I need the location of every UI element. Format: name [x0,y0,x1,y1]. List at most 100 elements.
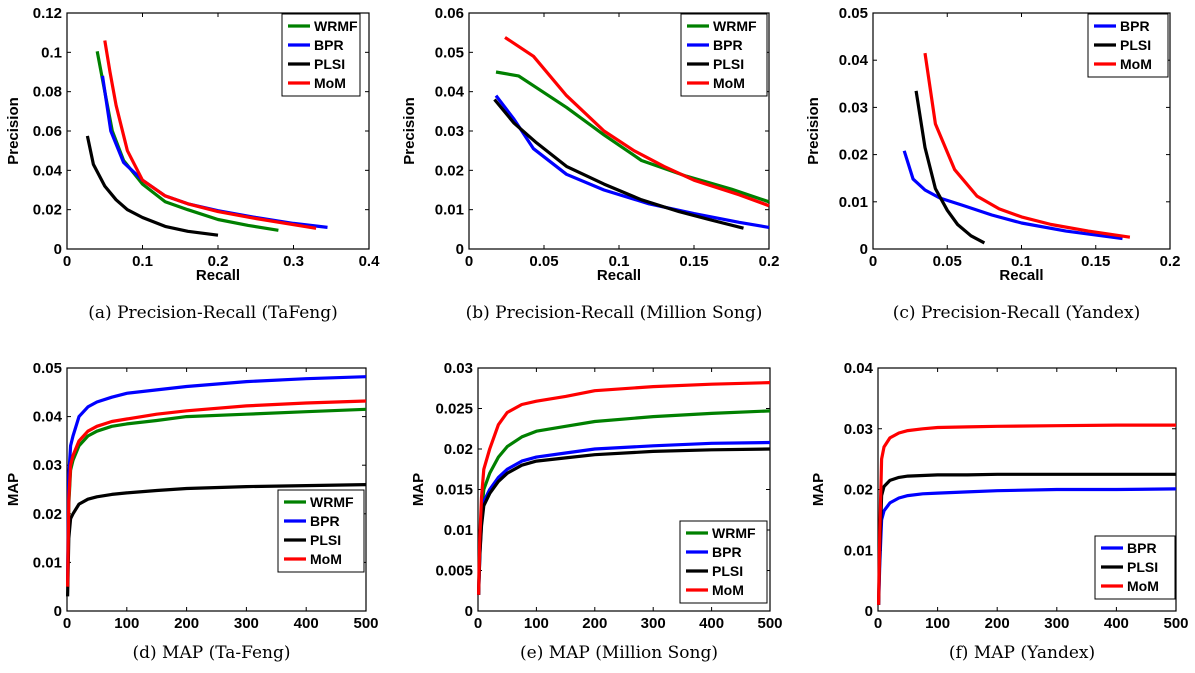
panel-caption: (a) Precision-Recall (TaFeng) [88,303,337,323]
legend-label-wrmf: WRMF [713,18,757,34]
y-axis-label: MAP [410,473,427,506]
x-tick-label: 400 [699,615,724,632]
legend-label-bpr: BPR [314,37,344,53]
legend-label-bpr: BPR [712,544,742,560]
legend-label-plsi: PLSI [713,56,744,72]
legend-label-wrmf: WRMF [310,494,354,510]
y-tick-label: 0.01 [839,194,868,211]
x-tick-label: 0.15 [679,253,708,270]
legend-label-plsi: PLSI [712,563,743,579]
y-tick-label: 0.02 [435,162,464,179]
series-line-mom [103,40,317,230]
y-tick-label: 0.01 [844,542,873,559]
legend-label-plsi: PLSI [1120,37,1151,53]
y-tick-label: 0.03 [444,360,473,377]
series-line-plsi [66,483,367,597]
x-tick-label: 0.15 [1081,253,1110,270]
y-tick-label: 0.02 [844,482,873,499]
y-axis-label: Precision [401,97,418,165]
chart-panel-4: 0 100 200 300 400 500 0 0.01 0.02 0.03 0.04 0.05 MAP… [5,360,379,663]
y-tick-label: 0 [54,603,62,620]
x-tick-label: 200 [174,615,199,632]
chart-panel-1: 0 0.1 0.2 0.3 0.4 0 0.02 0.04 0.06 0.08 0.1 0.12 Rec… [5,5,380,323]
y-tick-label: 0.04 [33,409,63,426]
x-tick-label: 0.2 [1160,253,1181,270]
x-tick-label: 300 [641,615,666,632]
y-tick-label: 0.04 [33,162,63,179]
series-line-bpr [902,150,1123,241]
legend-label-wrmf: WRMF [712,525,756,541]
x-tick-label: 400 [1104,615,1129,632]
y-axis-label: MAP [810,473,827,506]
x-tick-label: 0 [874,615,882,632]
legend-label-mom: MoM [1120,56,1152,72]
y-tick-label: 0.01 [435,202,464,219]
legend-label-plsi: PLSI [314,56,345,72]
legend-label-mom: MoM [310,551,342,567]
series-line-plsi [85,135,219,237]
x-tick-label: 0 [869,253,877,270]
y-tick-label: 0.02 [33,202,62,219]
chart-panel-2: 0 0.05 0.1 0.15 0.2 0 0.01 0.02 0.03 0.04 0.05 0.06… [401,5,779,323]
panel-caption: (d) MAP (Ta-Feng) [133,643,291,663]
legend-label-bpr: BPR [1127,540,1157,556]
legend-label-mom: MoM [1127,578,1159,594]
series-line-plsi [914,90,986,245]
series-line-mom [877,423,1176,605]
y-tick-label: 0.03 [33,457,62,474]
x-tick-label: 100 [925,615,950,632]
legend-label-mom: MoM [712,582,744,598]
y-tick-label: 0.1 [41,44,62,61]
chart-panel-6: 0 100 200 300 400 500 0 0.01 0.02 0.03 0.04 MAP BPR P… [810,360,1189,663]
y-tick-label: 0.04 [844,360,874,377]
x-tick-label: 0.1 [132,253,153,270]
y-tick-label: 0.05 [435,44,464,61]
y-tick-label: 0.03 [435,123,464,140]
legend-label-bpr: BPR [1120,18,1150,34]
plot-frame [66,367,367,612]
y-tick-label: 0.02 [444,441,473,458]
panel-caption: (b) Precision-Recall (Million Song) [466,303,763,323]
chart-panel-5: 0 100 200 300 400 500 0 0.005 0.01 0.015 0.02 0.025… [410,360,783,663]
x-tick-label: 300 [1044,615,1069,632]
y-tick-label: 0.01 [33,554,62,571]
y-tick-label: 0 [54,241,62,258]
legend-label-bpr: BPR [310,513,340,529]
x-tick-label: 500 [757,615,782,632]
chart-panel-3: 0 0.05 0.1 0.15 0.2 0 0.01 0.02 0.03 0.04 0.05 Reca… [805,5,1180,323]
x-axis-label: Recall [999,267,1043,284]
x-tick-label: 0.3 [283,253,304,270]
y-tick-label: 0.03 [844,421,873,438]
series-line-mom [923,52,1131,239]
series-line-mom [504,36,770,208]
x-tick-label: 0.1 [609,253,630,270]
y-axis-label: Precision [5,97,22,165]
series-line-bpr [100,75,328,229]
x-tick-label: 200 [985,615,1010,632]
y-tick-label: 0.025 [435,401,473,418]
x-tick-label: 100 [524,615,549,632]
y-tick-label: 0.06 [435,5,464,22]
legend-label-mom: MoM [713,75,745,91]
series-line-wrmf [495,70,770,204]
y-tick-label: 0 [860,241,868,258]
legend-label-bpr: BPR [713,37,743,53]
y-axis-label: Precision [805,97,822,165]
x-tick-label: 0.4 [359,253,381,270]
series-line-bpr [494,94,770,229]
legend-label-wrmf: WRMF [314,18,358,34]
y-tick-label: 0.04 [839,52,869,69]
x-tick-label: 100 [114,615,139,632]
y-tick-label: 0.01 [444,522,473,539]
y-tick-label: 0.12 [33,5,62,22]
x-tick-label: 500 [353,615,378,632]
y-tick-label: 0.04 [435,84,465,101]
x-tick-label: 0.2 [759,253,780,270]
x-axis-label: Recall [196,267,240,284]
y-tick-label: 0 [465,603,473,620]
series-line-bpr [66,375,367,582]
x-tick-label: 0 [474,615,482,632]
y-tick-label: 0.02 [33,506,62,523]
x-tick-label: 200 [582,615,607,632]
y-tick-label: 0.05 [839,5,868,22]
